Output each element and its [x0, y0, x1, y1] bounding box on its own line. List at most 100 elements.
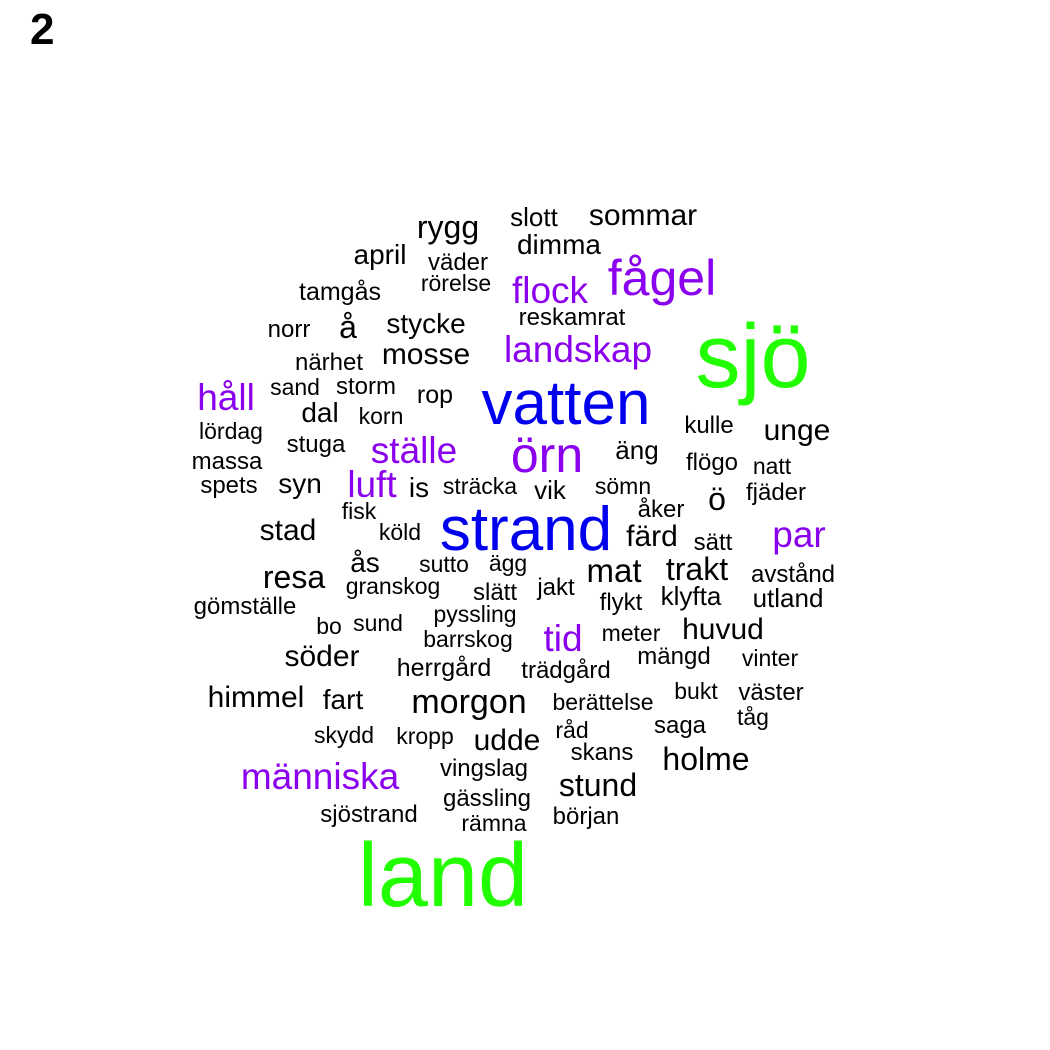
word-55: ås [350, 547, 380, 578]
word-91: saga [654, 712, 707, 739]
word-98: rämna [461, 810, 526, 836]
word-63: slätt [473, 579, 517, 606]
word-96: gässling [443, 785, 531, 812]
word-38: massa [192, 448, 263, 475]
word-0: land [358, 826, 528, 926]
word-54: sätt [694, 529, 733, 556]
word-32: korn [359, 403, 404, 429]
word-76: herrgård [397, 654, 492, 682]
word-71: sund [353, 610, 403, 636]
word-42: syn [278, 468, 322, 499]
word-66: klyfta [661, 581, 722, 611]
word-40: natt [753, 453, 792, 479]
word-56: sutto [419, 551, 469, 577]
word-94: vingslag [440, 755, 528, 782]
word-48: fjäder [746, 479, 806, 506]
word-61: resa [263, 559, 325, 595]
word-19: väder [428, 249, 488, 276]
word-62: granskog [346, 573, 441, 599]
word-80: himmel [208, 681, 305, 714]
word-11: luft [347, 464, 397, 505]
word-26: närhet [295, 349, 363, 376]
word-10: håll [197, 377, 255, 418]
word-84: bukt [674, 678, 718, 704]
word-13: par [772, 514, 825, 555]
word-7: ställe [371, 430, 457, 471]
word-18: april [354, 239, 407, 270]
word-4: örn [511, 427, 583, 483]
word-52: köld [379, 519, 421, 545]
word-39: flögo [686, 449, 738, 476]
word-9: flock [512, 270, 589, 311]
word-cloud: land sjö vatten strand örn fågel landskap ställ… [192, 199, 835, 926]
word-77: trädgård [521, 657, 610, 684]
word-21: tamgås [299, 278, 381, 306]
word-81: fart [323, 684, 364, 715]
word-72: barrskog [423, 626, 512, 652]
word-73: meter [602, 620, 661, 646]
word-53: färd [626, 520, 678, 553]
word-44: sträcka [443, 473, 517, 499]
word-67: utland [753, 583, 824, 613]
word-24: stycke [386, 308, 465, 339]
word-15: slott [510, 202, 558, 232]
word-16: sommar [589, 199, 697, 232]
word-23: å [339, 309, 357, 345]
word-60: avstånd [751, 561, 835, 588]
word-87: skydd [314, 722, 374, 748]
word-41: spets [200, 472, 257, 499]
word-58: mat [586, 552, 641, 589]
word-20: rörelse [421, 270, 491, 296]
word-75: söder [284, 640, 359, 673]
word-82: morgon [411, 683, 526, 721]
word-89: udde [474, 724, 541, 757]
word-22: norr [268, 316, 311, 343]
word-30: rop [417, 381, 453, 409]
word-37: äng [615, 435, 658, 465]
word-93: holme [662, 741, 749, 777]
word-86: tåg [737, 704, 769, 730]
word-8: människa [241, 756, 400, 797]
word-47: ö [708, 481, 726, 517]
word-35: lördag [199, 418, 263, 444]
word-69: pyssling [433, 601, 516, 627]
word-29: storm [336, 373, 396, 400]
word-90: råd [555, 717, 588, 743]
word-17: dimma [517, 229, 601, 260]
word-2: vatten [482, 369, 651, 438]
word-46: sömn [595, 473, 651, 499]
panel-label: 2 [30, 5, 54, 54]
word-25: reskamrat [519, 304, 626, 331]
word-68: gömställe [194, 593, 297, 620]
word-1: sjö [695, 307, 810, 407]
word-85: väster [738, 679, 803, 706]
word-12: tid [543, 618, 582, 659]
word-92: skans [571, 739, 634, 766]
word-3: strand [440, 495, 612, 564]
word-31: dal [301, 397, 338, 428]
word-33: kulle [684, 412, 733, 439]
word-14: rygg [417, 209, 479, 245]
word-64: jakt [536, 574, 575, 601]
word-57: ägg [489, 550, 527, 576]
word-45: vik [534, 475, 567, 505]
word-95: stund [559, 767, 637, 803]
word-88: kropp [396, 723, 454, 749]
word-50: åker [638, 496, 685, 523]
word-83: berättelse [552, 689, 653, 715]
word-34: unge [764, 414, 831, 447]
word-28: sand [270, 374, 320, 400]
word-49: fisk [342, 498, 377, 524]
word-97: sjöstrand [320, 801, 417, 828]
word-36: stuga [287, 431, 346, 458]
word-59: trakt [666, 551, 728, 587]
word-74: huvud [682, 613, 764, 646]
word-27: mosse [382, 338, 470, 371]
word-70: bo [316, 613, 342, 639]
word-99: början [553, 803, 620, 830]
word-65: flykt [600, 589, 643, 616]
word-43: is [409, 472, 429, 503]
word-79: vinter [742, 645, 799, 671]
word-5: fågel [608, 250, 716, 306]
word-78: mängd [637, 643, 710, 670]
